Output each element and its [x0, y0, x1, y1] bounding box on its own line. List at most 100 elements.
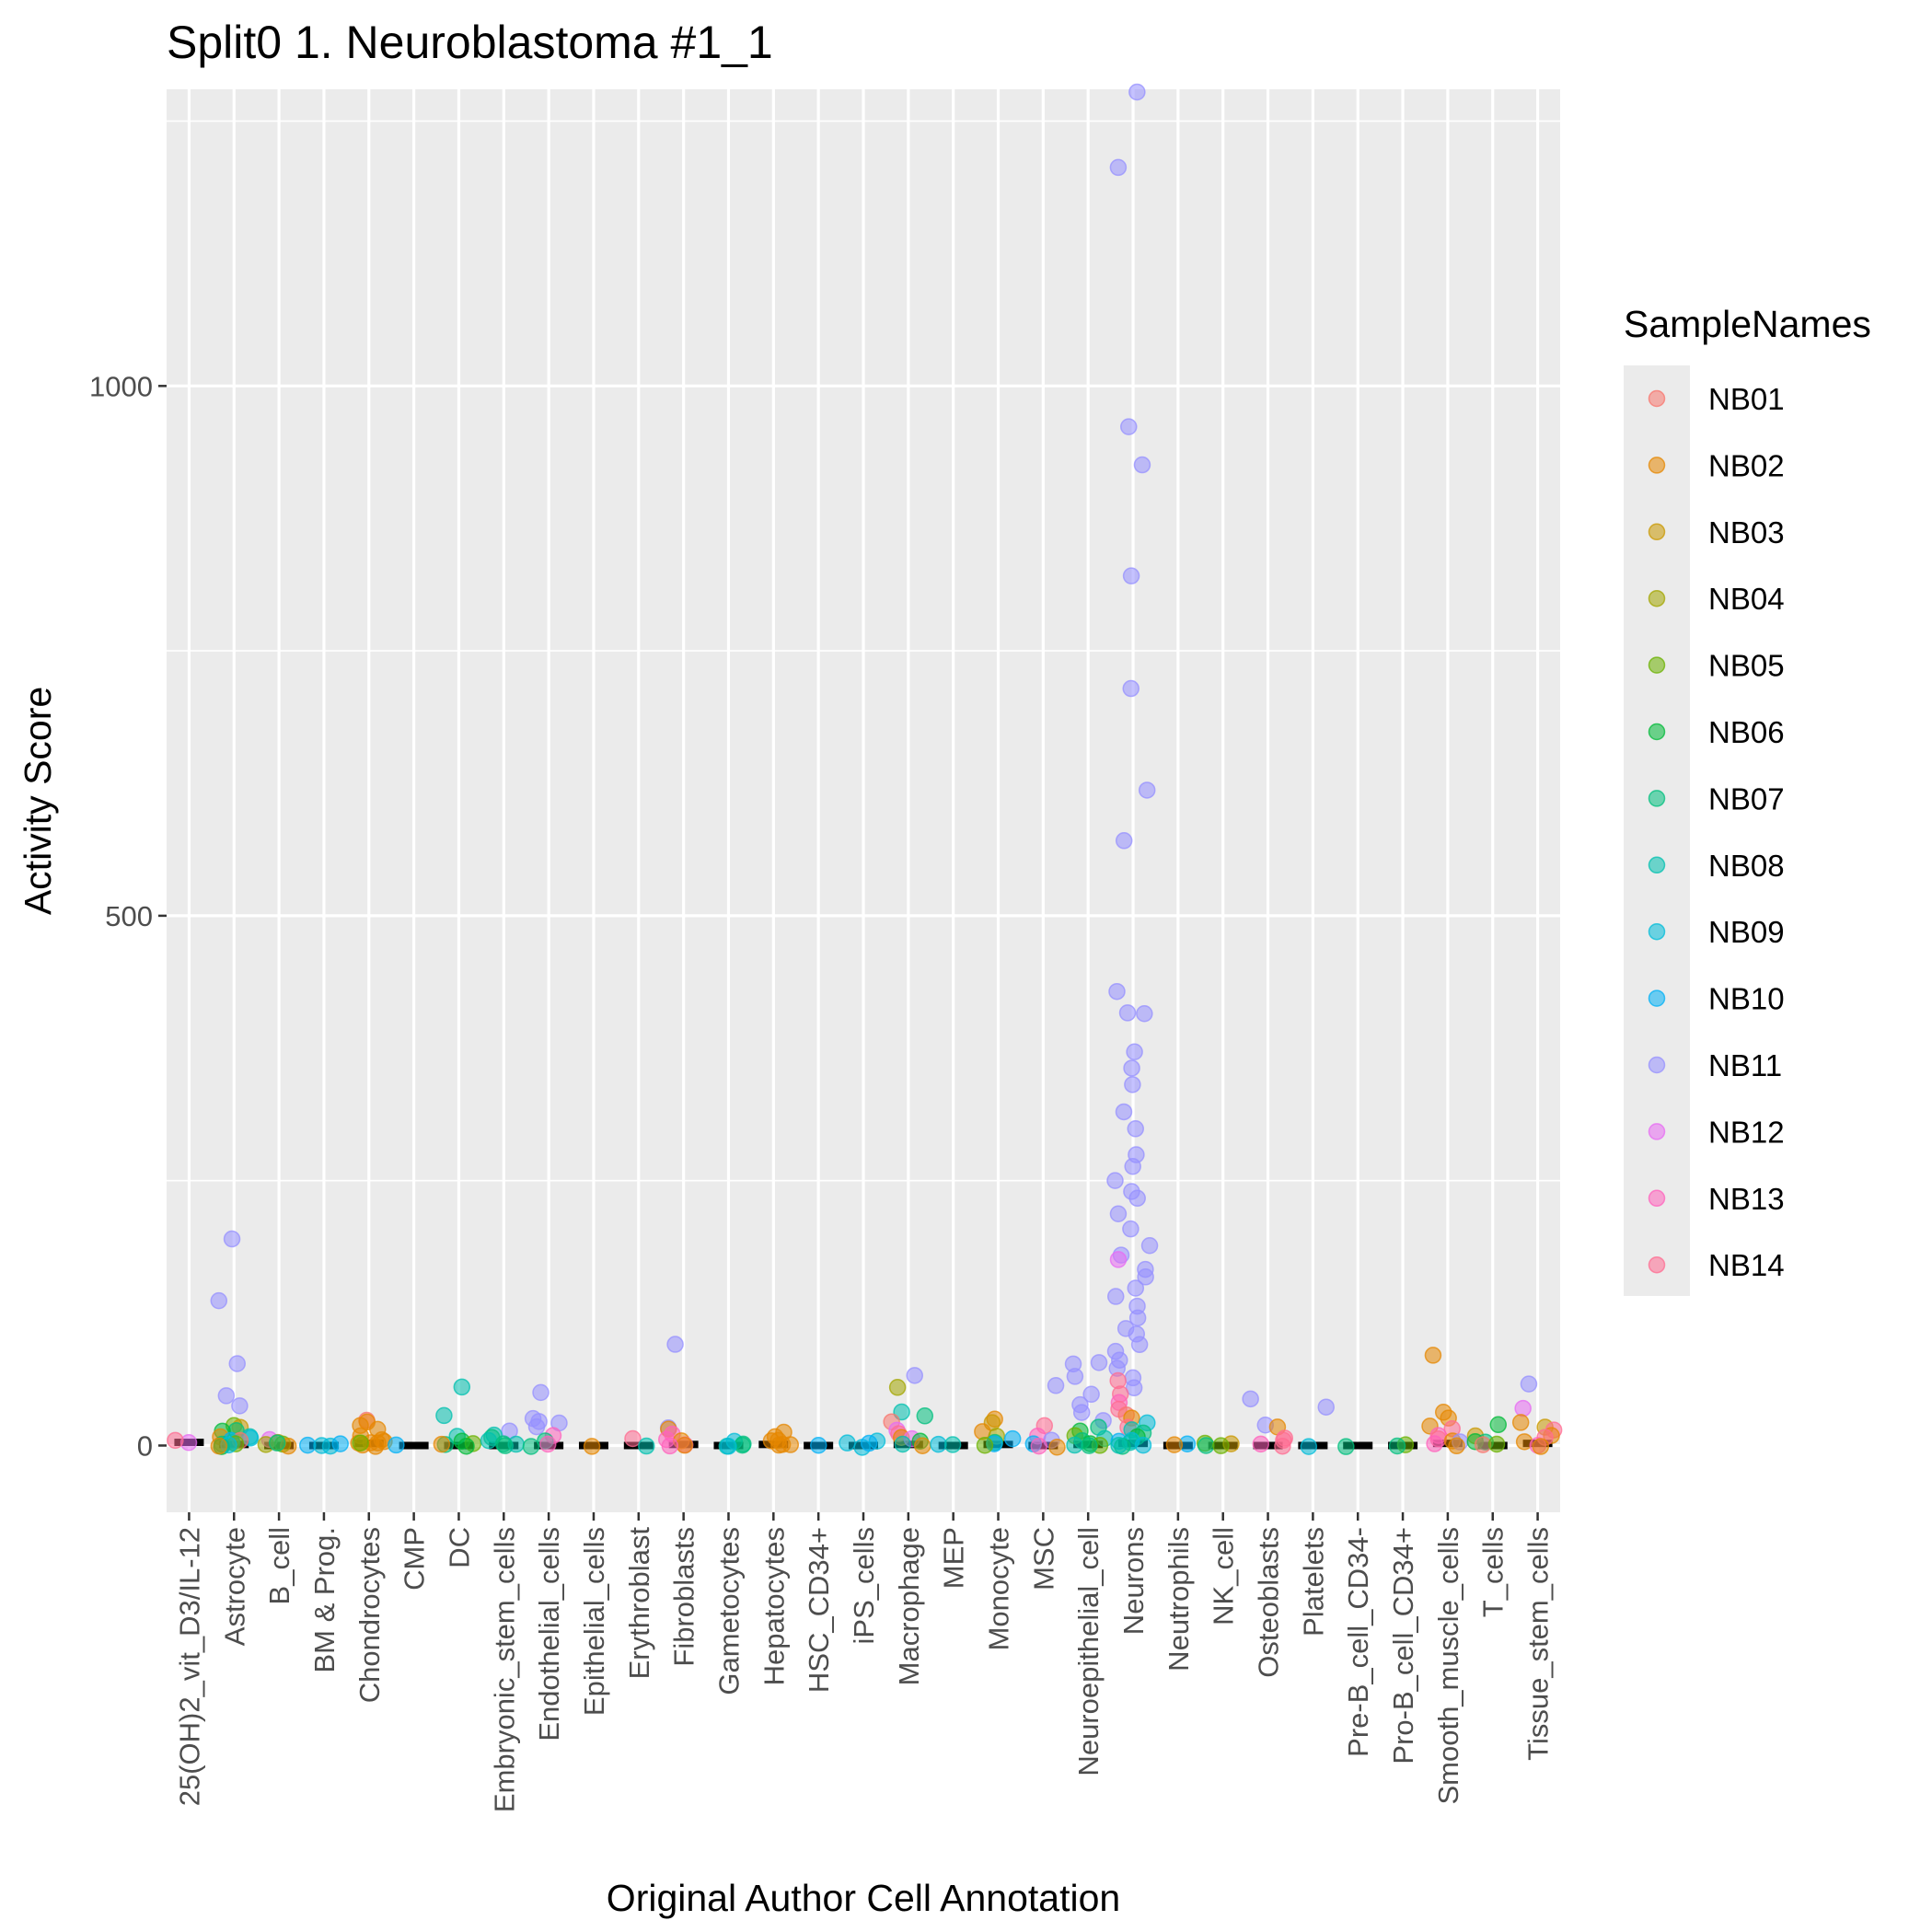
- data-point: [839, 1434, 856, 1452]
- data-point: [1424, 1347, 1442, 1364]
- data-point: [943, 1436, 962, 1453]
- data-point: [167, 1431, 184, 1450]
- y-axis-title: Activity Score: [17, 687, 59, 915]
- data-point: [1511, 1414, 1530, 1431]
- legend-label: NB11: [1708, 1048, 1782, 1082]
- legend-label: NB07: [1708, 781, 1785, 816]
- data-point: [1520, 1375, 1538, 1393]
- data-point: [1066, 1368, 1084, 1385]
- data-point: [217, 1387, 236, 1405]
- x-tick-label: Pre-B_cell_CD34-: [1342, 1527, 1374, 1757]
- data-point: [916, 1407, 934, 1425]
- legend-key: [1648, 457, 1666, 474]
- data-point: [583, 1438, 601, 1455]
- data-point: [1133, 456, 1151, 474]
- data-point: [860, 1434, 878, 1452]
- median-marker: [399, 1441, 429, 1450]
- x-tick-label: HSC_CD34+: [803, 1527, 835, 1693]
- data-point: [734, 1436, 751, 1454]
- data-point: [527, 1417, 546, 1436]
- data-point: [522, 1438, 540, 1455]
- data-point: [1134, 1436, 1152, 1454]
- data-point: [906, 1367, 924, 1384]
- data-point: [1127, 1120, 1144, 1138]
- data-point: [1212, 1437, 1230, 1454]
- data-point: [1123, 1059, 1140, 1077]
- data-point: [1122, 1220, 1140, 1238]
- data-point: [638, 1437, 655, 1455]
- data-point: [1514, 1399, 1532, 1417]
- data-point: [1048, 1439, 1066, 1456]
- data-point: [1090, 1354, 1108, 1371]
- legend-key: [1648, 1123, 1666, 1140]
- data-point: [1066, 1436, 1083, 1454]
- legend-label: NB05: [1708, 649, 1785, 683]
- legend-key: [1648, 589, 1666, 607]
- data-point: [1122, 567, 1140, 584]
- data-point: [1110, 1437, 1128, 1454]
- data-point: [1108, 982, 1126, 1001]
- legend-label: NB01: [1708, 382, 1785, 416]
- legend-label: NB08: [1708, 849, 1785, 883]
- data-point: [1127, 1279, 1145, 1297]
- data-point: [1137, 1268, 1154, 1286]
- data-point: [453, 1378, 471, 1396]
- data-point: [388, 1436, 405, 1454]
- chart-title: Split0 1. Neuroblastoma #1_1: [167, 17, 773, 68]
- legend-key: [1648, 922, 1666, 941]
- data-point: [1448, 1437, 1465, 1455]
- y-axis: 0 500 1000: [89, 370, 167, 1462]
- data-point: [210, 1437, 228, 1455]
- legend-key: [1648, 523, 1666, 541]
- data-point: [210, 1291, 228, 1310]
- data-point: [1140, 1237, 1159, 1255]
- data-point: [1197, 1437, 1215, 1454]
- data-point: [1030, 1437, 1048, 1455]
- data-point: [888, 1379, 907, 1396]
- x-tick-label: Neuroepithelial_cell: [1072, 1527, 1105, 1776]
- data-point: [1106, 1172, 1124, 1189]
- legend-title: SampleNames: [1624, 303, 1871, 345]
- data-point: [539, 1435, 557, 1453]
- data-point: [1300, 1438, 1318, 1455]
- x-tick-label: Epithelial_cells: [578, 1527, 610, 1716]
- legend-label: NB04: [1708, 582, 1785, 616]
- data-point: [1126, 1043, 1143, 1061]
- data-point: [1122, 679, 1140, 698]
- legend-key: [1648, 989, 1666, 1007]
- data-point: [1388, 1437, 1406, 1455]
- x-tick-label: Embryonic_stem_cells: [488, 1527, 520, 1812]
- data-point: [1109, 158, 1128, 177]
- x-tick-label: Erythroblast: [623, 1527, 655, 1680]
- data-point: [313, 1437, 330, 1454]
- data-point: [480, 1431, 498, 1450]
- legend: SampleNames NB01 NB02 NB03 NB04 NB05 NB06 NB07…: [1624, 303, 1871, 1296]
- data-point: [1136, 1005, 1153, 1023]
- data-point: [352, 1434, 369, 1452]
- data-point: [1426, 1435, 1443, 1452]
- x-tick-label: CMP: [399, 1527, 431, 1591]
- legend-label: NB13: [1708, 1182, 1785, 1216]
- data-point: [720, 1438, 737, 1455]
- data-point: [223, 1230, 241, 1248]
- legend-key: [1648, 656, 1666, 674]
- data-point: [1081, 1437, 1098, 1454]
- data-point: [1274, 1437, 1291, 1455]
- x-tick-label: Fibroblasts: [668, 1527, 700, 1667]
- median-marker: [1343, 1441, 1373, 1450]
- data-point: [1109, 1205, 1128, 1222]
- x-tick-label: DC: [443, 1527, 475, 1568]
- data-point: [228, 1355, 247, 1372]
- x-tick-label: Neutrophils: [1163, 1527, 1195, 1672]
- x-tick-label: Chondrocytes: [353, 1527, 386, 1703]
- data-point: [773, 1436, 792, 1453]
- data-point: [366, 1438, 385, 1455]
- data-point: [624, 1429, 642, 1448]
- data-point: [231, 1397, 249, 1415]
- x-tick-label: Neurons: [1117, 1527, 1150, 1635]
- data-point: [1138, 781, 1156, 799]
- data-point: [1082, 1385, 1100, 1404]
- data-point: [913, 1437, 931, 1455]
- y-tick-label: 1000: [89, 370, 153, 402]
- legend-label: NB14: [1708, 1248, 1785, 1282]
